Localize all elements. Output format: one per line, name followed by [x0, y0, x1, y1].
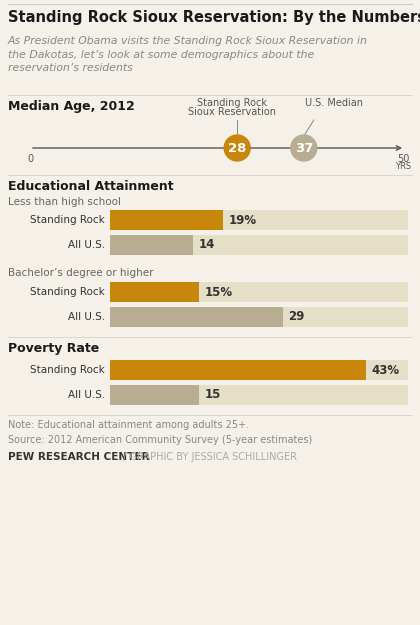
Circle shape [291, 135, 317, 161]
Bar [110, 385, 200, 405]
Bar [110, 282, 408, 302]
Text: All U.S.: All U.S. [68, 240, 105, 250]
Circle shape [224, 135, 250, 161]
Text: Poverty Rate: Poverty Rate [8, 342, 99, 355]
Bar [110, 210, 223, 230]
Text: 15: 15 [205, 389, 221, 401]
Text: Standing Rock: Standing Rock [197, 98, 267, 108]
Bar [110, 385, 408, 405]
Text: Note: Educational attainment among adults 25+.: Note: Educational attainment among adult… [8, 420, 249, 430]
Text: 0: 0 [27, 154, 33, 164]
Bar [110, 235, 408, 255]
Text: 14: 14 [198, 239, 215, 251]
Text: PEW RESEARCH CENTER: PEW RESEARCH CENTER [8, 452, 150, 462]
Text: 43%: 43% [371, 364, 399, 376]
Text: All U.S.: All U.S. [68, 390, 105, 400]
Text: 50: 50 [397, 154, 409, 164]
Text: Standing Rock Sioux Reservation: By the Numbers: Standing Rock Sioux Reservation: By the … [8, 10, 420, 25]
Text: Educational Attainment: Educational Attainment [8, 180, 173, 193]
Text: / GRAPHIC BY JESSICA SCHILLINGER: / GRAPHIC BY JESSICA SCHILLINGER [120, 452, 297, 462]
Text: 29: 29 [288, 311, 304, 324]
Text: All U.S.: All U.S. [68, 312, 105, 322]
Text: 28: 28 [228, 141, 247, 154]
Text: U.S. Median: U.S. Median [305, 98, 363, 108]
Text: 37: 37 [294, 141, 313, 154]
Text: Bachelor’s degree or higher: Bachelor’s degree or higher [8, 268, 153, 278]
Text: Standing Rock: Standing Rock [30, 365, 105, 375]
Text: 19%: 19% [228, 214, 256, 226]
Text: Source: 2012 American Community Survey (5-year estimates): Source: 2012 American Community Survey (… [8, 435, 312, 445]
Bar [110, 307, 283, 327]
Text: Sioux Reservation: Sioux Reservation [188, 107, 276, 117]
Text: Standing Rock: Standing Rock [30, 287, 105, 297]
Text: As President Obama visits the Standing Rock Sioux Reservation in
the Dakotas, le: As President Obama visits the Standing R… [8, 36, 368, 73]
Text: Standing Rock: Standing Rock [30, 215, 105, 225]
Text: YRS: YRS [395, 162, 411, 171]
Bar [110, 307, 408, 327]
Bar [110, 235, 194, 255]
Text: 15%: 15% [205, 286, 233, 299]
Text: Less than high school: Less than high school [8, 197, 121, 207]
Text: Median Age, 2012: Median Age, 2012 [8, 100, 135, 113]
Bar [110, 282, 200, 302]
Bar [110, 360, 408, 380]
Bar [110, 360, 366, 380]
Bar [110, 210, 408, 230]
